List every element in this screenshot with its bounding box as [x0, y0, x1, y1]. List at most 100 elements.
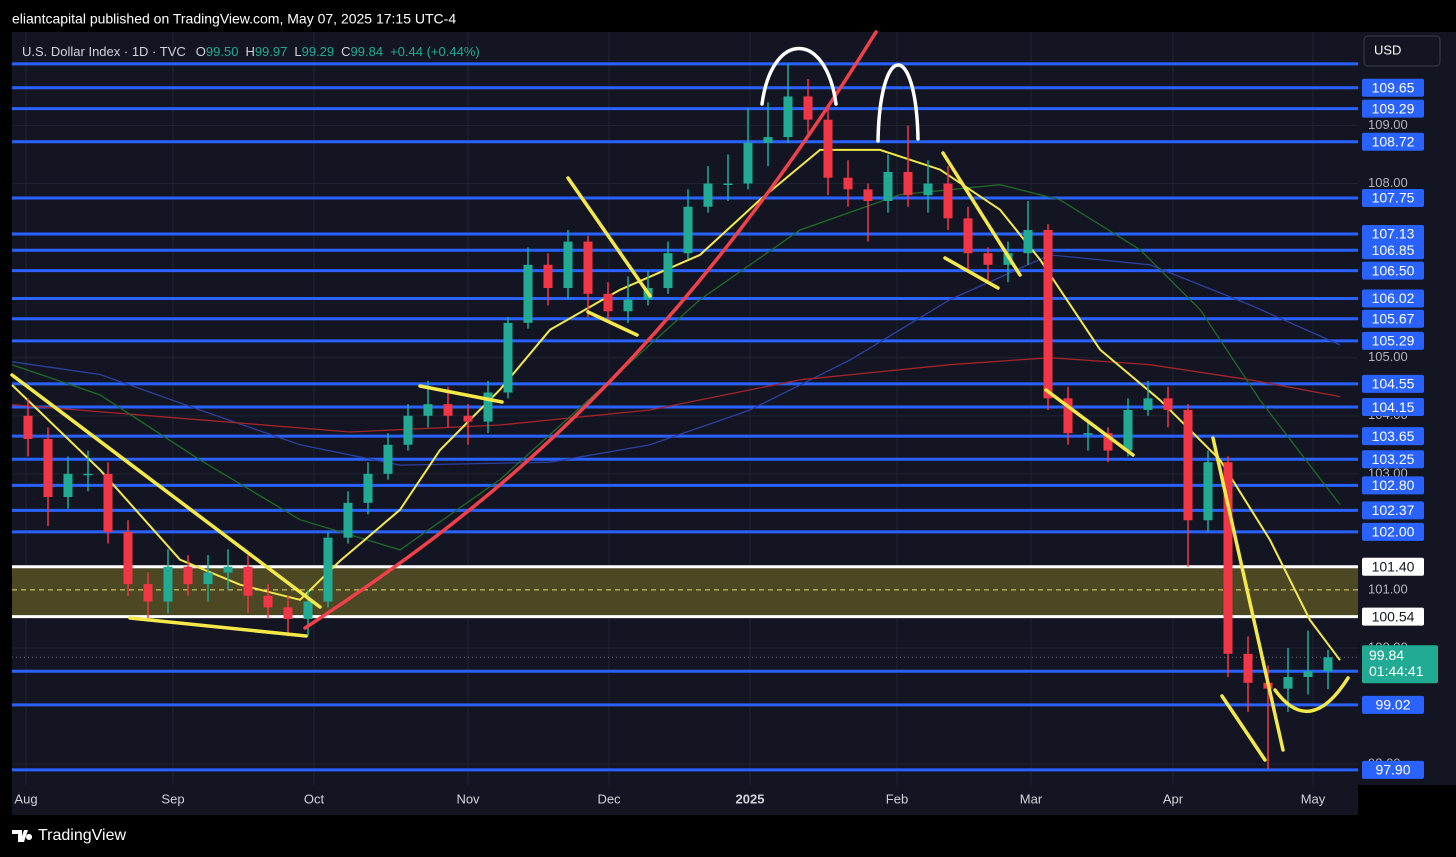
level-label: 108.72	[1372, 133, 1415, 149]
candle-body	[383, 444, 393, 474]
candle-body	[43, 438, 53, 498]
y-tick-label: 109.00	[1368, 117, 1408, 132]
candle-body	[1143, 398, 1153, 410]
level-label: 102.80	[1372, 477, 1415, 493]
candle-body	[1243, 653, 1253, 683]
candle-body	[323, 537, 333, 602]
moving-average	[11, 184, 1341, 551]
ohlc-value: 99.84	[351, 44, 384, 59]
candle-body	[1183, 409, 1193, 521]
candle-body	[543, 264, 553, 289]
x-tick-label: Sep	[161, 791, 184, 806]
level-label-box	[1362, 289, 1424, 308]
candle-body	[343, 502, 353, 538]
candle-body	[1203, 462, 1213, 521]
trend-line	[128, 616, 308, 638]
x-tick-label: Oct	[304, 791, 325, 806]
change: +0.44 (+0.44%)	[390, 44, 480, 59]
x-tick-label: May	[1301, 791, 1326, 806]
level-label-box	[1362, 374, 1424, 393]
top-arc	[760, 46, 838, 106]
level-label-box	[1362, 398, 1424, 417]
candle-body	[423, 404, 433, 416]
trend-line	[943, 256, 1000, 290]
candle-body	[403, 415, 413, 445]
trend-line	[1211, 436, 1285, 752]
x-tick-label: Nov	[456, 791, 480, 806]
level-label-box	[1362, 450, 1424, 469]
candle-body	[523, 264, 533, 323]
candle-body	[943, 183, 953, 219]
level-label-box	[1362, 476, 1424, 495]
candle-body	[803, 96, 813, 120]
candle-body	[1083, 433, 1093, 435]
level-label-box	[1362, 607, 1424, 626]
candle-body	[663, 253, 673, 289]
candle-body	[983, 253, 993, 265]
candle-body	[1223, 462, 1233, 654]
candle-body	[883, 171, 893, 201]
candle-body	[1303, 671, 1313, 678]
x-tick-label: Dec	[597, 791, 621, 806]
top-arc	[876, 63, 920, 143]
candle-body	[623, 299, 633, 312]
level-label: 107.75	[1372, 190, 1415, 206]
level-label: 99.02	[1375, 697, 1410, 713]
level-label-box	[1362, 261, 1424, 280]
levels-layer	[12, 62, 1358, 772]
level-label: 104.15	[1372, 399, 1415, 415]
currency[interactable]: USD	[1374, 42, 1401, 57]
time-scale	[12, 785, 1358, 815]
countdown: 01:44:41	[1369, 663, 1424, 679]
ohlc-key: H	[245, 44, 254, 59]
level-label-box	[1362, 331, 1424, 350]
candle-body	[843, 177, 853, 190]
level-label: 106.85	[1372, 242, 1415, 258]
x-tick-label: Apr	[1163, 791, 1184, 806]
label-layer: 109.00108.00105.00104.00103.00101.00100.…	[14, 78, 1438, 806]
level-label: 109.65	[1372, 79, 1415, 95]
candle-body	[463, 415, 473, 422]
candle-body	[143, 584, 153, 602]
level-label-box	[1362, 189, 1424, 208]
candle-body	[1163, 398, 1173, 410]
brand-logo	[12, 830, 33, 842]
level-label: 104.55	[1372, 376, 1415, 392]
trend-line	[418, 384, 504, 404]
candle-body	[443, 404, 453, 416]
level-label-box	[1362, 78, 1424, 97]
x-tick-label: Aug	[14, 791, 37, 806]
level-label: 97.90	[1375, 762, 1410, 778]
last-price-box	[1362, 645, 1438, 684]
level-label: 109.29	[1372, 100, 1415, 116]
drawings	[10, 30, 1350, 762]
candle-body	[1043, 229, 1053, 399]
level-label: 105.67	[1372, 311, 1415, 327]
brand: TradingView	[12, 827, 126, 844]
ohlc-value: 99.50	[206, 44, 239, 59]
y-tick-label: 108.00	[1368, 175, 1408, 190]
candle-body	[103, 473, 113, 532]
trend-line	[586, 310, 639, 337]
level-label-box	[1362, 427, 1424, 446]
level-label-box	[1362, 132, 1424, 151]
level-label-box	[1362, 557, 1424, 576]
currency-button[interactable]	[1363, 35, 1441, 67]
level-label: 107.13	[1372, 226, 1415, 242]
ohlc-value: 99.97	[255, 44, 288, 59]
candle-body	[363, 473, 373, 503]
level-label-box	[1362, 309, 1424, 328]
level-label: 103.65	[1372, 428, 1415, 444]
ohlc-key: L	[294, 44, 301, 59]
cup-curve	[1273, 676, 1350, 714]
level-label: 106.02	[1372, 290, 1415, 306]
candle-layer	[23, 63, 1333, 769]
level-label-box	[1362, 695, 1424, 714]
candle-body	[723, 183, 733, 186]
level-label: 102.00	[1372, 524, 1415, 540]
candle-body	[83, 473, 93, 476]
candle-body	[923, 183, 933, 196]
candle-body	[483, 392, 493, 422]
zone-layer	[12, 566, 1358, 617]
